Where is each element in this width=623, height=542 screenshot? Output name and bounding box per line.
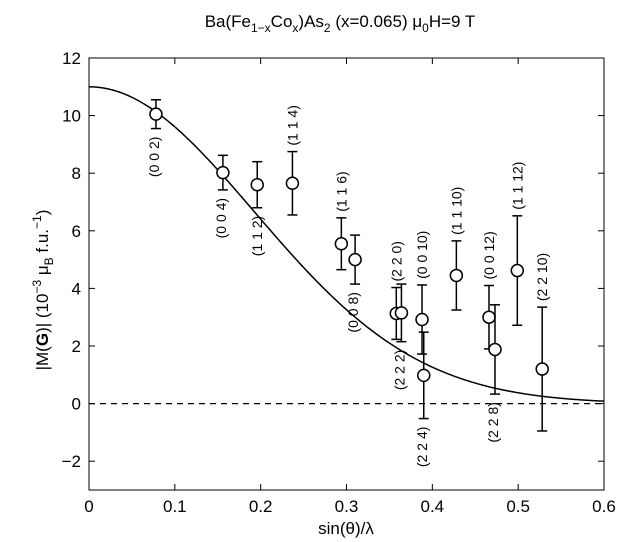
chart-title: Ba(Fe1−xCox)As2 (x=0.065) μ0H=9 T bbox=[205, 12, 476, 35]
x-tick-label: 0.1 bbox=[163, 497, 187, 516]
reflection-label: (0 0 12) bbox=[481, 231, 497, 279]
reflection-label: (0 0 4) bbox=[213, 198, 229, 238]
y-tick-label: 12 bbox=[62, 49, 81, 68]
fit-curve bbox=[88, 86, 605, 402]
x-tick-label: 0 bbox=[84, 497, 93, 516]
x-axis-label: sin(θ)/λ bbox=[318, 519, 374, 538]
x-tick-label: 0.2 bbox=[249, 497, 273, 516]
data-point bbox=[250, 177, 264, 192]
reflection-label: (0 0 2) bbox=[146, 137, 162, 177]
reflection-label: (1 1 6) bbox=[333, 171, 349, 211]
data-point bbox=[149, 107, 163, 121]
data-point bbox=[348, 252, 362, 267]
x-tick-label: 0.4 bbox=[421, 497, 445, 516]
reflection-label: (2 2 4) bbox=[414, 427, 430, 467]
data-point bbox=[415, 312, 429, 327]
y-tick-label: 2 bbox=[72, 337, 81, 356]
data-point bbox=[535, 362, 549, 376]
reflection-label: (2 2 0) bbox=[388, 241, 404, 281]
data-point bbox=[417, 368, 431, 383]
y-axis-label: |M(G)| (10−3 μB f.u.−1) bbox=[30, 210, 56, 371]
y-tick-label: 6 bbox=[72, 222, 81, 241]
reflection-label: (0 0 8) bbox=[345, 292, 361, 332]
reflection-label: (1 1 2) bbox=[249, 216, 265, 256]
data-point bbox=[510, 263, 525, 278]
reflection-label: (2 2 2) bbox=[391, 350, 407, 390]
plot-frame bbox=[88, 57, 605, 491]
data-point bbox=[482, 310, 496, 324]
reflection-label: (2 2 8) bbox=[485, 402, 501, 442]
data-point bbox=[334, 237, 349, 251]
reflection-label: (1 1 4) bbox=[284, 105, 300, 145]
y-tick-label: 0 bbox=[72, 395, 81, 414]
plot-area: 0 0.1 0.2 0.3 0.4 0.5 0.6 −2 0 2 4 6 8 10 12 (0 0 2) (0 … bbox=[62, 49, 616, 516]
data-point bbox=[449, 268, 464, 283]
y-tick-label: 10 bbox=[62, 107, 81, 126]
reflection-label: (0 0 10) bbox=[414, 231, 430, 279]
y-tick-label: 4 bbox=[72, 279, 81, 298]
data-point bbox=[394, 306, 409, 320]
x-tick-label: 0.6 bbox=[592, 497, 616, 516]
x-tick-label: 0.5 bbox=[506, 497, 530, 516]
reflection-label: (1 1 10) bbox=[448, 187, 464, 235]
data-point bbox=[285, 176, 300, 191]
data-point bbox=[216, 165, 230, 180]
reflection-label: (1 1 12) bbox=[509, 162, 525, 210]
data-point bbox=[488, 342, 502, 357]
y-tick-label: 8 bbox=[72, 164, 81, 183]
x-tick-label: 0.3 bbox=[335, 497, 359, 516]
reflection-label: (2 2 10) bbox=[534, 253, 550, 301]
y-tick-label: −2 bbox=[62, 452, 81, 471]
